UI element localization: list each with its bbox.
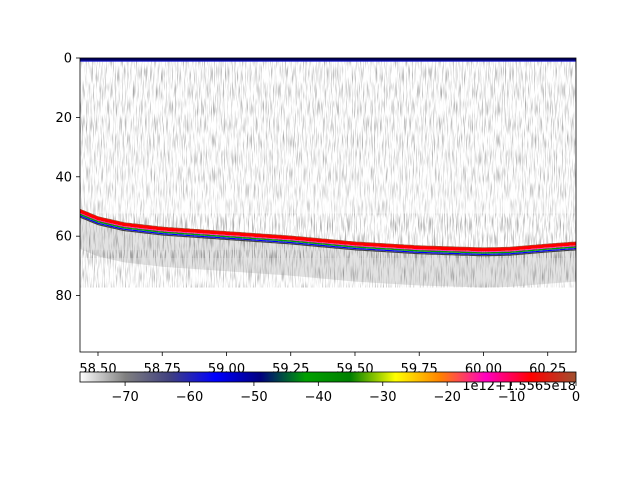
sub-bottom-noise [80,213,576,288]
colorbar: −70 −60 −50 −40 −30 −20 −10 0 [79,371,580,405]
x-axis-offset-text: 1e12+1.5565e18 [462,379,576,394]
colorbar-gradient [79,371,577,383]
colorbar-tick-label: −50 [240,390,267,405]
surface-line-glow [80,60,576,62]
colorbar-tick-label: −10 [498,390,525,405]
colorbar-tick-label: −30 [369,390,396,405]
y-axis: 0 20 40 60 80 [55,52,80,304]
y-tick-label: 40 [55,170,72,185]
colorbar-tick-label: −40 [305,390,332,405]
y-tick-label: 20 [55,111,72,126]
plot-frame [79,57,577,353]
colorbar-tick-label: −60 [176,390,203,405]
y-tick-label: 60 [55,230,72,245]
surface-line [80,58,576,61]
seabed-green-layer [80,213,576,254]
seabed-brown-edge [80,208,576,249]
y-tick-label: 80 [55,289,72,304]
seabed-dark-layer [80,216,576,257]
y-tick-label: 0 [64,52,72,67]
sub-bottom-shade [80,213,576,288]
colorbar-tick-label: −20 [433,390,460,405]
seabed-magenta-layer [80,212,576,253]
colorbar-tick-label: 0 [572,390,580,405]
seabed-blue-layer [80,215,576,255]
colorbar-ticks: −70 −60 −50 −40 −30 −20 −10 0 [111,382,580,405]
colorbar-tick-label: −70 [111,390,138,405]
seabed-red-layer [80,209,576,252]
echogram-plot-area [80,58,576,352]
